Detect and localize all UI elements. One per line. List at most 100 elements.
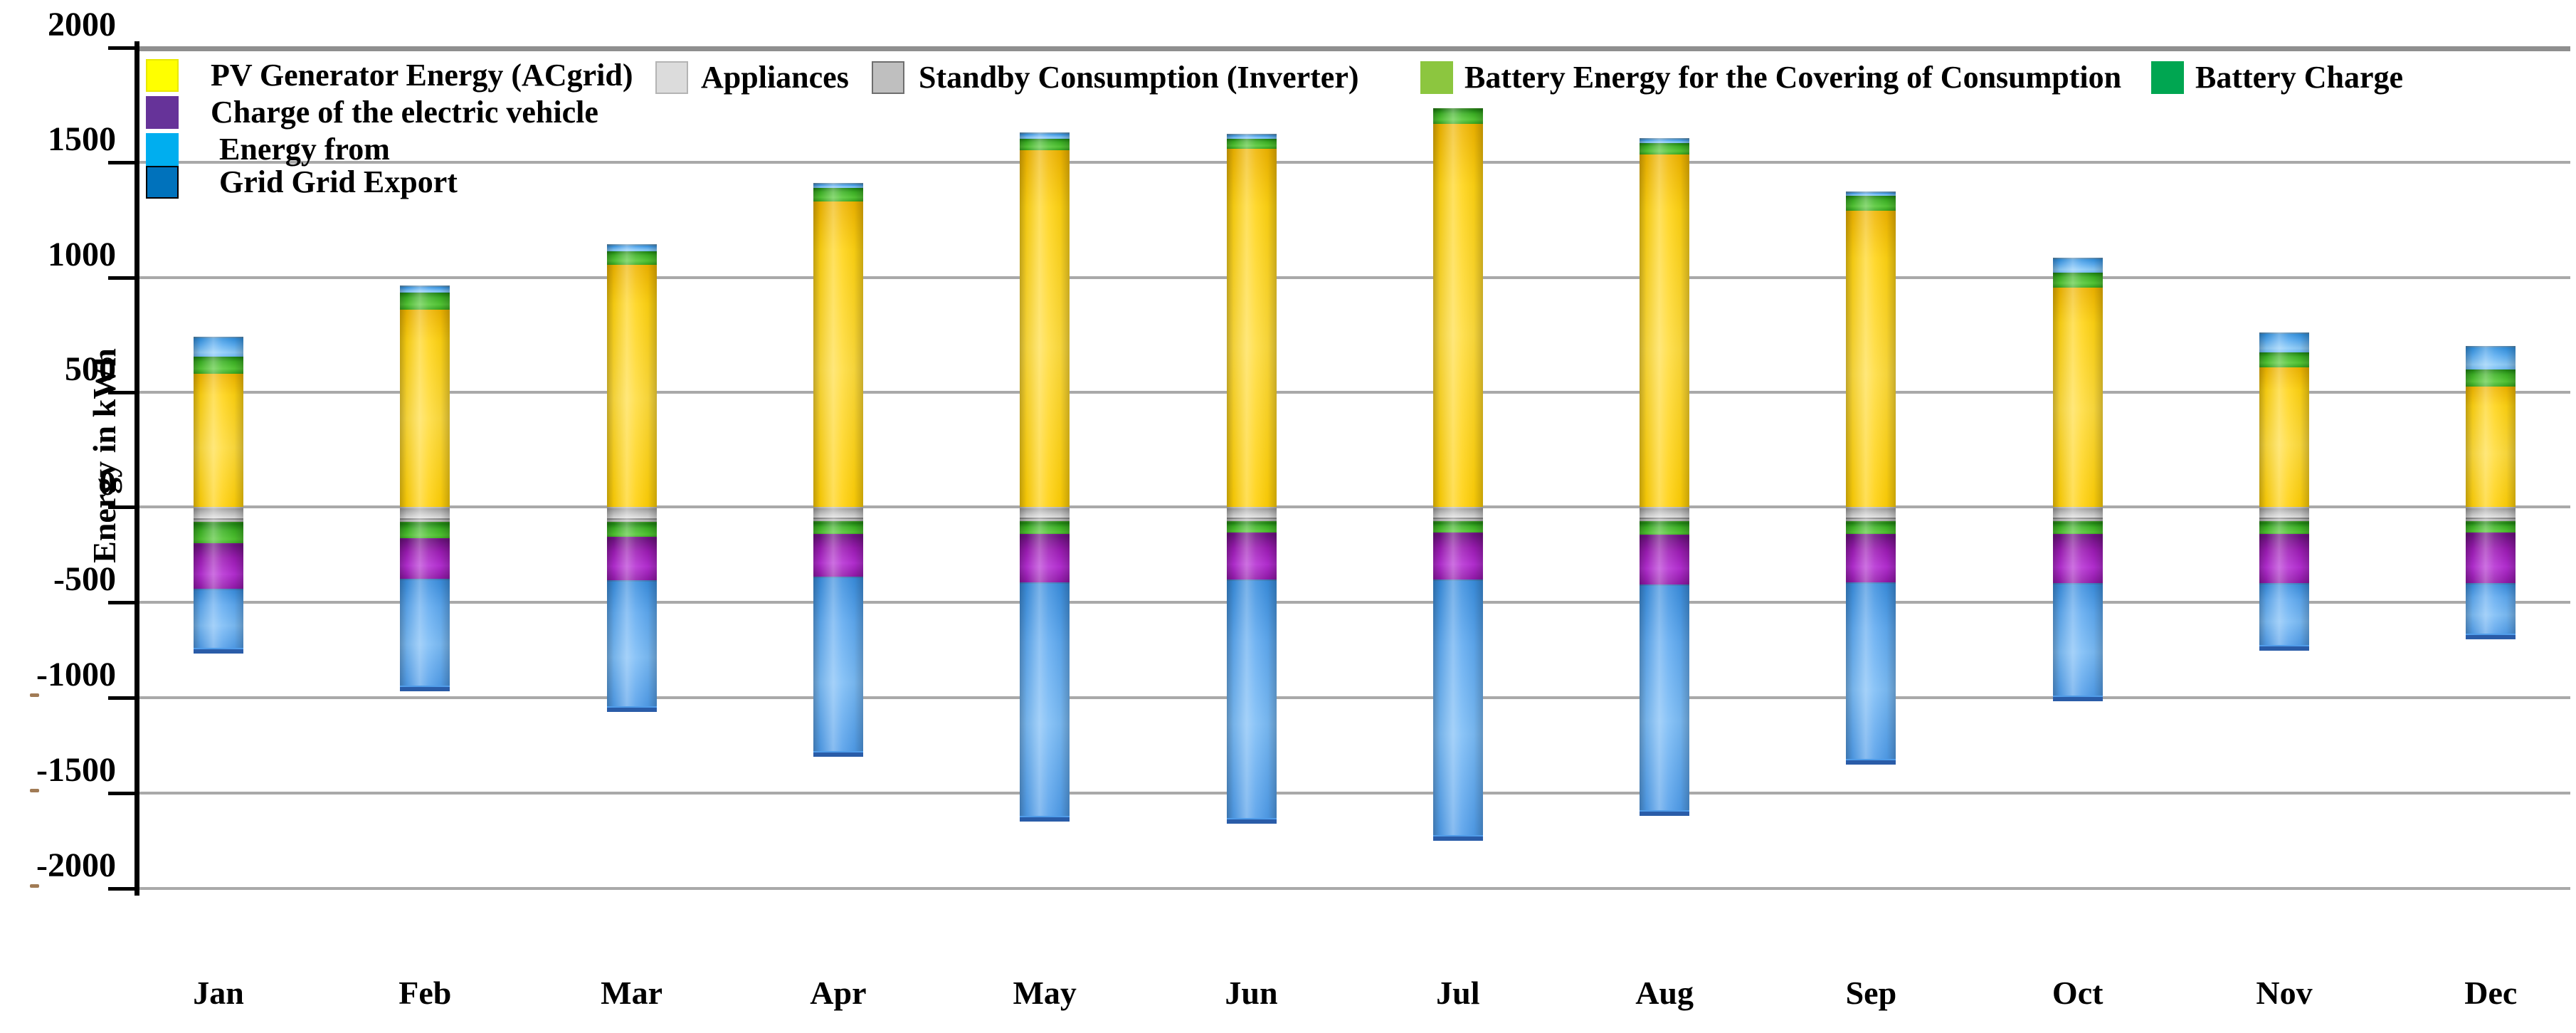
bar-segment-grid_export-may <box>1020 582 1070 822</box>
y-axis-tick--1000 <box>108 696 137 700</box>
y-axis-line <box>134 41 139 896</box>
bar-segment-ev-may <box>1020 533 1070 584</box>
x-tick-label-apr: Apr <box>810 975 867 1011</box>
bar-segment-appliances-jul <box>1433 507 1483 519</box>
gridline--2000 <box>139 887 2570 890</box>
legend-swatch-grid_export <box>146 166 179 199</box>
bar-segment-ev-dec <box>2466 533 2516 585</box>
bar-segment-appliances-sep <box>1846 507 1896 519</box>
bar-segment-grid_import-feb <box>400 285 450 293</box>
bar-segment-standby-feb <box>400 518 450 524</box>
x-tick-label-aug: Aug <box>1635 975 1694 1011</box>
bar-segment-grid_export-jan <box>194 589 243 654</box>
y-axis-tick--500 <box>108 601 137 604</box>
legend-label-ev: Charge of the electric vehicle <box>211 95 598 130</box>
x-tick-label-dec: Dec <box>2464 975 2518 1011</box>
gridline--1000 <box>139 696 2570 699</box>
bar-segment-grid_import-dec <box>2466 346 2516 369</box>
y-axis-tick-1500 <box>108 161 137 165</box>
bar-segment-grid_import-jan <box>194 337 243 357</box>
bar-segment-grid_export-oct <box>2053 583 2103 702</box>
y-axis-title: Energy in kWh <box>86 348 122 563</box>
bar-segment-batt_charge-aug <box>1640 521 1689 536</box>
legend-swatch-pv <box>146 59 179 92</box>
bar-segment-ev-jul <box>1433 533 1483 581</box>
y-axis-tick-0 <box>108 505 137 509</box>
bar-segment-batt_charge-jun <box>1227 521 1277 535</box>
bar-segment-batt_cover-may <box>1020 137 1070 150</box>
bar-segment-grid_export-jul <box>1433 579 1483 841</box>
stray-mark--1500 <box>30 789 39 792</box>
bar-segment-pv-nov <box>2259 365 2309 508</box>
x-tick-label-oct: Oct <box>2052 975 2103 1011</box>
legend-swatch-standby <box>872 61 904 94</box>
y-tick-label-1500: 1500 <box>48 120 116 159</box>
bar-segment-ev-jun <box>1227 533 1277 581</box>
legend-label-grid_import: Energy from <box>219 132 390 167</box>
bar-segment-pv-jan <box>194 372 243 508</box>
y-axis-tick-500 <box>108 390 137 394</box>
bar-segment-grid_import-sep <box>1846 191 1896 196</box>
bar-segment-appliances-feb <box>400 507 450 520</box>
bar-segment-ev-mar <box>607 536 657 582</box>
bar-segment-grid_import-oct <box>2053 258 2103 273</box>
y-tick-label-1000: 1000 <box>48 235 116 273</box>
y-tick-label--500: -500 <box>53 560 116 598</box>
bar-segment-grid_export-feb <box>400 578 450 691</box>
bar-segment-batt_cover-oct <box>2053 271 2103 288</box>
bar-segment-batt_charge-jul <box>1433 521 1483 535</box>
bar-segment-grid_export-mar <box>607 580 657 713</box>
gridline--1500 <box>139 792 2570 795</box>
bar-segment-batt_charge-nov <box>2259 521 2309 535</box>
x-tick-label-jul: Jul <box>1436 975 1480 1011</box>
bar-segment-batt_charge-apr <box>813 521 863 535</box>
bar-segment-ev-oct <box>2053 533 2103 585</box>
bar-segment-grid_export-jun <box>1227 579 1277 824</box>
bar-segment-pv-apr <box>813 200 863 508</box>
legend-label-batt_charge: Battery Charge <box>2195 60 2404 95</box>
stray-mark--2000 <box>30 884 39 888</box>
legend-swatch-batt_cover <box>1420 61 1453 94</box>
y-tick-label--1000: -1000 <box>36 656 116 693</box>
bar-segment-batt_cover-feb <box>400 290 450 310</box>
x-tick-label-jan: Jan <box>193 975 244 1011</box>
bar-segment-pv-sep <box>1846 209 1896 508</box>
bar-segment-grid_import-may <box>1020 132 1070 139</box>
x-tick-label-may: May <box>1013 975 1077 1011</box>
legend-swatch-grid_import <box>146 133 179 166</box>
bar-segment-batt_charge-dec <box>2466 521 2516 535</box>
legend-label-grid_export: Grid Grid Export <box>219 164 458 199</box>
bar-segment-appliances-may <box>1020 507 1070 519</box>
y-axis-tick-2000 <box>108 46 137 50</box>
bar-segment-pv-feb <box>400 308 450 508</box>
legend-label-pv: PV Generator Energy (ACgrid) <box>211 58 633 93</box>
bar-segment-grid_export-aug <box>1640 584 1689 817</box>
legend-label-standby: Standby Consumption (Inverter) <box>919 60 1359 95</box>
bar-segment-standby-sep <box>1846 517 1896 523</box>
bar-segment-pv-jul <box>1433 122 1483 508</box>
bar-segment-batt_cover-jun <box>1227 137 1277 150</box>
gridline-2000 <box>139 46 2570 51</box>
bar-segment-batt_cover-jul <box>1433 108 1483 124</box>
bar-segment-appliances-apr <box>813 507 863 519</box>
legend-swatch-appliances <box>655 61 688 94</box>
y-tick-label-2000: 2000 <box>48 6 116 43</box>
bar-segment-grid_import-aug <box>1640 138 1689 144</box>
bar-segment-batt_charge-feb <box>400 522 450 540</box>
bar-segment-standby-jun <box>1227 517 1277 523</box>
gridline--500 <box>139 601 2570 604</box>
bar-segment-grid_import-jun <box>1227 133 1277 139</box>
bar-segment-standby-mar <box>607 518 657 524</box>
bar-segment-grid_import-nov <box>2259 332 2309 352</box>
y-tick-label-500: 500 <box>65 350 116 388</box>
x-tick-label-feb: Feb <box>398 975 452 1011</box>
x-tick-label-nov: Nov <box>2256 975 2313 1011</box>
stray-mark--1000 <box>30 693 39 697</box>
bar-segment-grid_export-apr <box>813 576 863 757</box>
bar-segment-batt_cover-apr <box>813 187 863 202</box>
bar-segment-pv-aug <box>1640 153 1689 508</box>
y-tick-label--1500: -1500 <box>36 751 116 789</box>
bar-segment-ev-sep <box>1846 533 1896 584</box>
bar-segment-pv-may <box>1020 148 1070 508</box>
